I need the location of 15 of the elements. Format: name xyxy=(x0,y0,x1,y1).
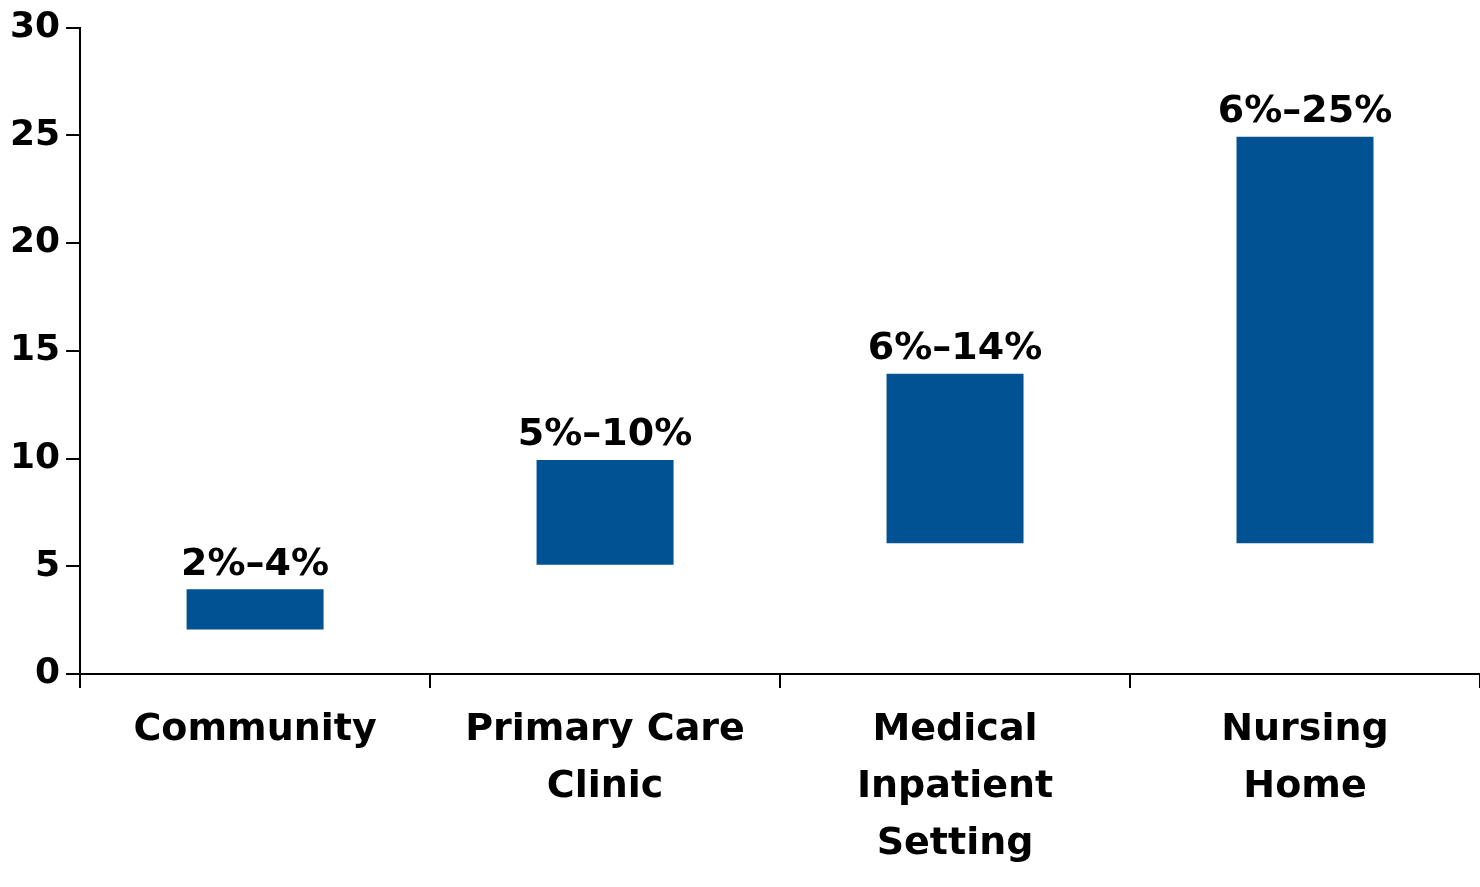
y-tick-label: 0 xyxy=(35,650,61,692)
y-tick-label: 25 xyxy=(9,111,61,153)
annotation: 6%–14% xyxy=(867,324,1043,369)
y-tick-label: 10 xyxy=(9,434,61,476)
y-tick-label: 20 xyxy=(9,219,61,261)
x-tick-label: Community xyxy=(133,705,377,750)
y-tick-label: 15 xyxy=(9,327,61,369)
x-tick-label: Medical Inpatient Setting xyxy=(856,705,1054,864)
annotation: 2%–4% xyxy=(181,539,330,584)
annotation: 5%–10% xyxy=(517,410,693,455)
y-tick-label: 30 xyxy=(9,3,61,45)
annotation: 6%–25% xyxy=(1217,87,1393,132)
y-tick-label: 5 xyxy=(35,542,61,584)
x-tick-label: Nursing Home xyxy=(1221,705,1389,807)
x-tick-label: Primary Care Clinic xyxy=(465,705,745,807)
